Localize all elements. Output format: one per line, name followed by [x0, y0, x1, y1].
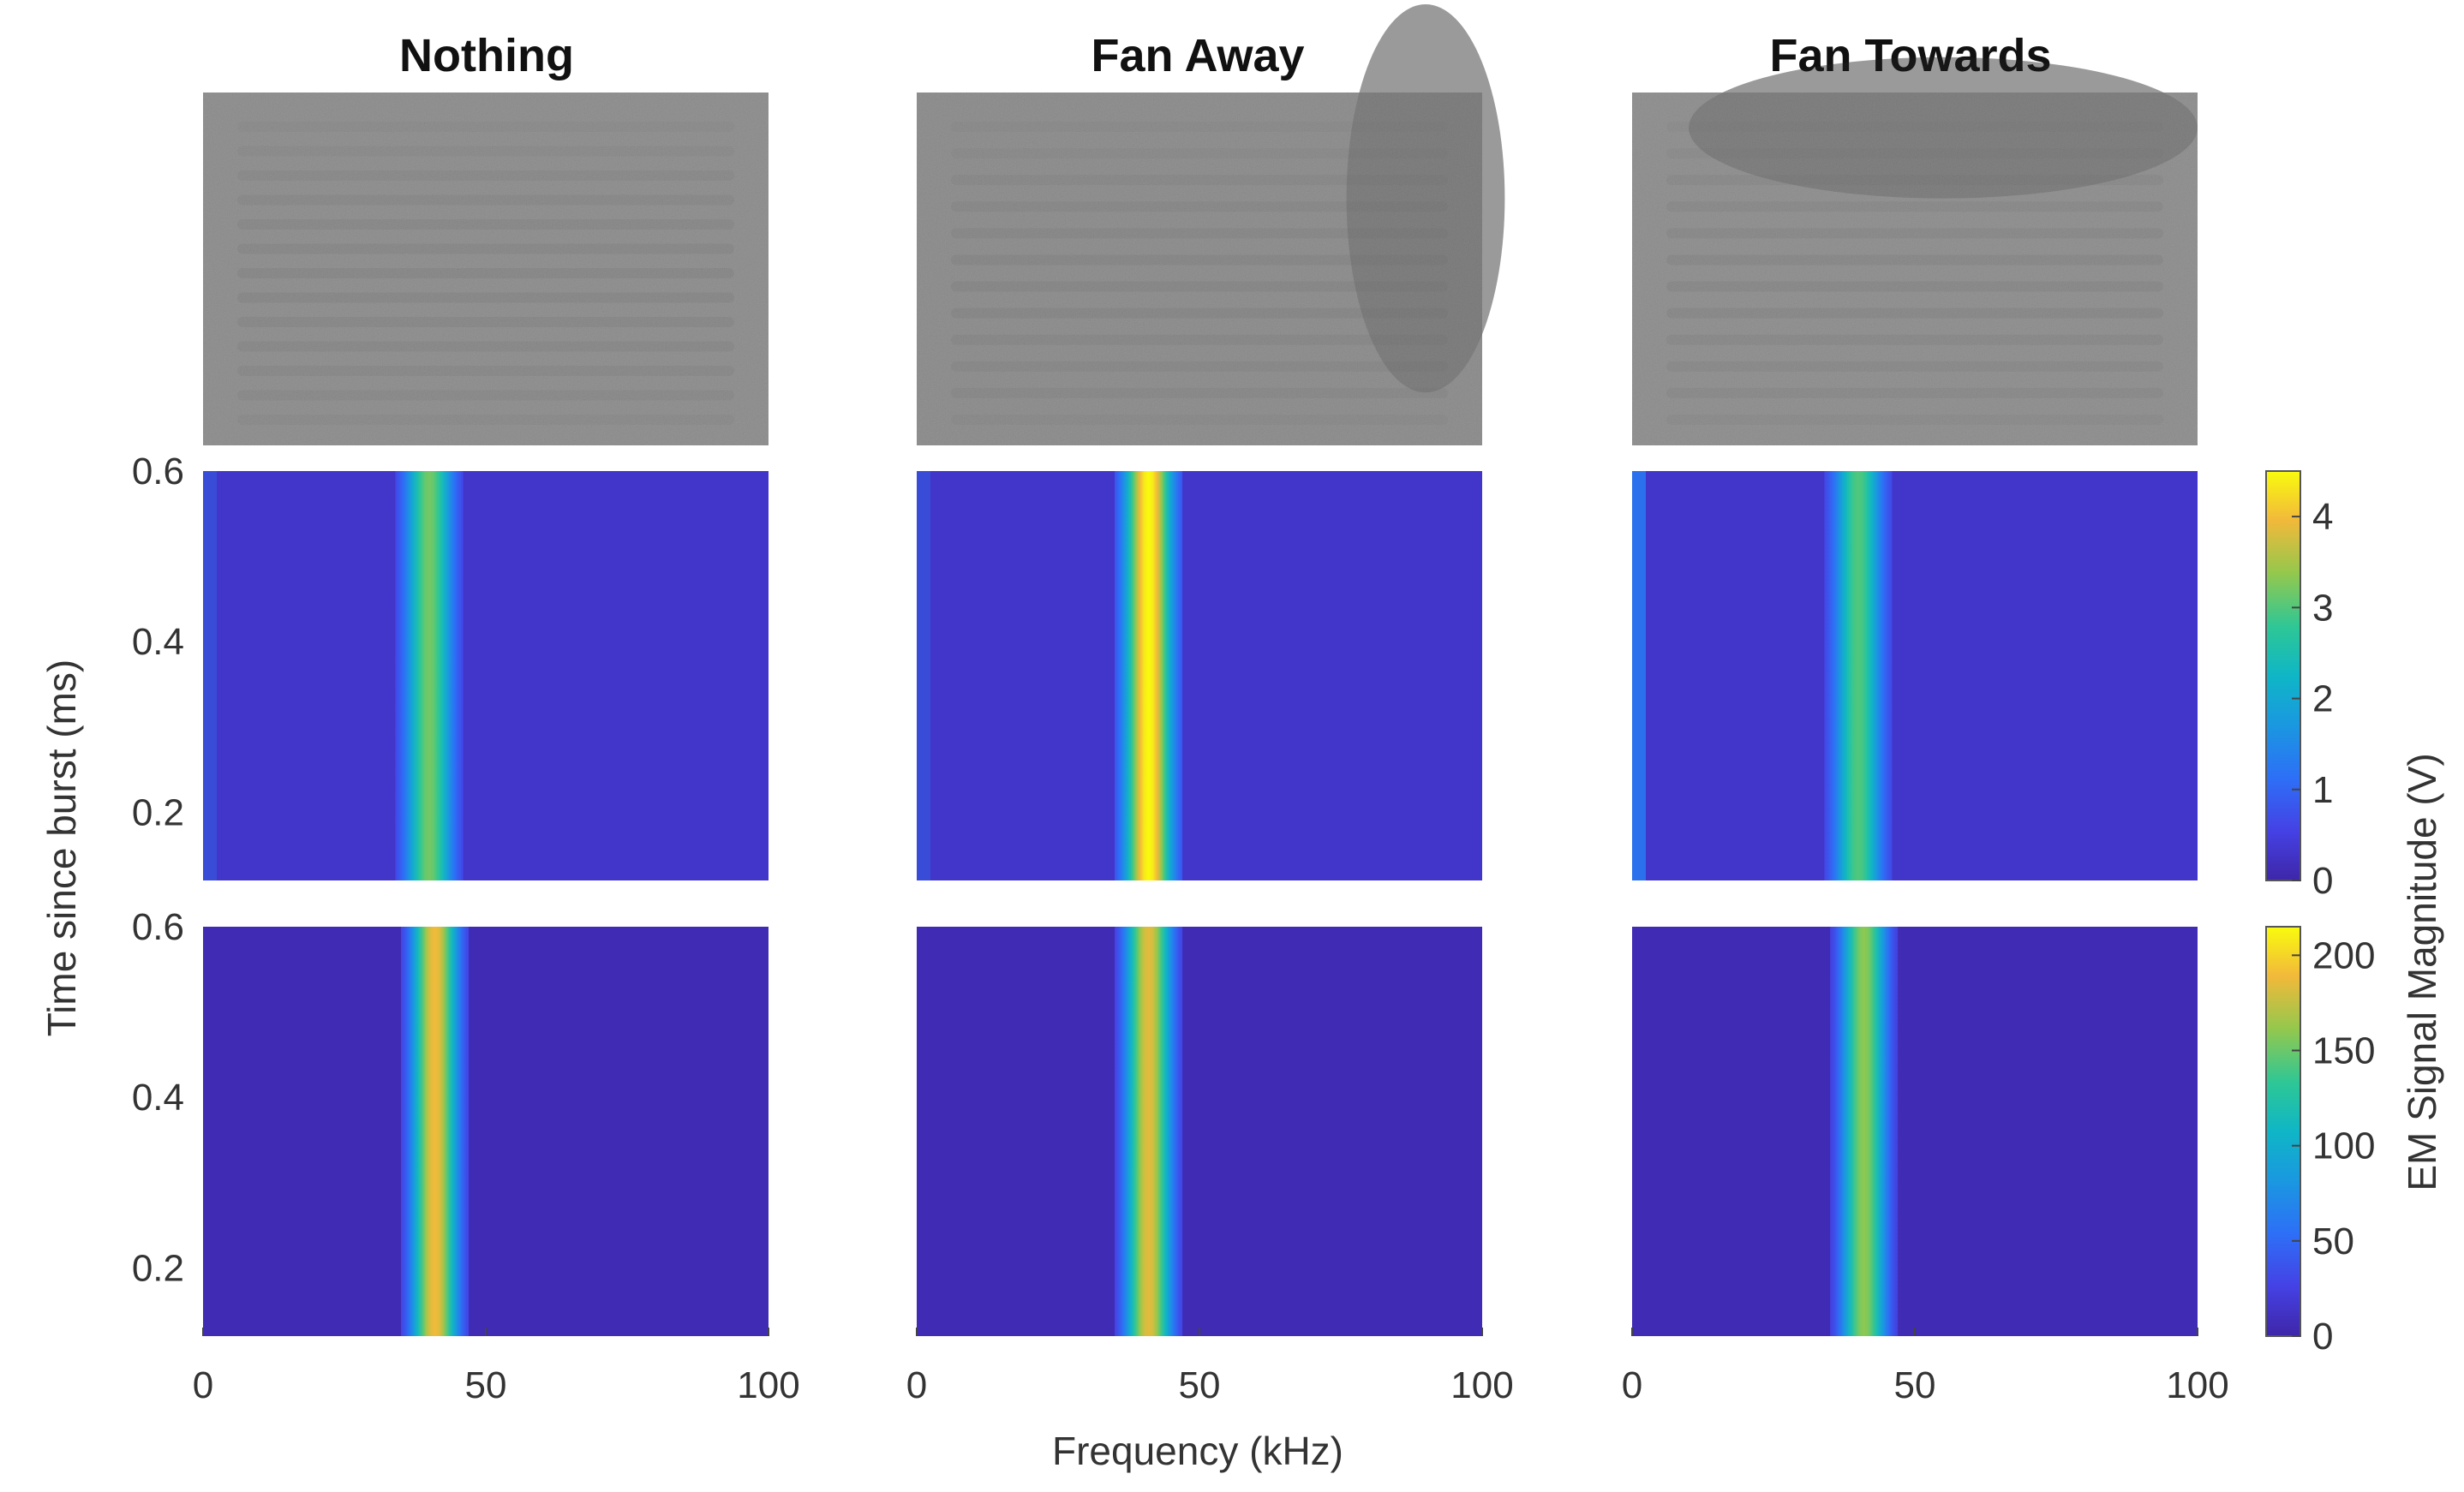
- frequency-band: [401, 927, 469, 1336]
- heatmap-panel: [917, 927, 1482, 1336]
- heatmap-background: [203, 471, 769, 880]
- edge-band: [1632, 471, 1646, 880]
- photo-panel: [917, 4, 1505, 445]
- x-tick-label: 0: [1622, 1364, 1642, 1406]
- x-tick-label: 100: [2166, 1364, 2228, 1406]
- y-tick-label: 0.6: [132, 906, 184, 948]
- y-tick-label: 0.4: [132, 621, 184, 663]
- heatmap-background: [917, 471, 1482, 880]
- colorbar-tick-label: 0: [2312, 860, 2333, 902]
- edge-band: [917, 471, 930, 880]
- y-tick-label: 0.6: [132, 451, 184, 492]
- x-tick-label: 0: [906, 1364, 927, 1406]
- colorbar-tick-label: 3: [2312, 587, 2333, 629]
- spectrogram-panels: [203, 471, 2198, 1336]
- heatmap-background: [1632, 471, 2198, 880]
- colorbar-gradient: [2265, 926, 2301, 1337]
- colorbar-tick-label: 50: [2312, 1220, 2354, 1262]
- x-tick-label: 50: [465, 1364, 507, 1406]
- x-tick-label: 100: [737, 1364, 799, 1406]
- frequency-band: [395, 471, 463, 880]
- heatmap-panel: [1632, 471, 2198, 880]
- heatmap-panel: [203, 471, 769, 880]
- colorbar-tick-label: 2: [2312, 678, 2333, 720]
- heatmap-background: [1632, 927, 2198, 1336]
- colorbar-gradient: [2265, 470, 2301, 881]
- heatmap-background: [203, 927, 769, 1336]
- y-tick-label: 0.2: [132, 791, 184, 833]
- x-tick-label: 50: [1179, 1364, 1221, 1406]
- photo-grain: [917, 93, 1482, 445]
- frequency-band: [1115, 471, 1183, 880]
- photo-grain: [1632, 93, 2198, 445]
- y-tick-label: 0.2: [132, 1247, 184, 1289]
- x-tick-label: 0: [193, 1364, 213, 1406]
- heatmap-panel: [917, 471, 1482, 880]
- x-tick-label: 50: [1894, 1364, 1936, 1406]
- colorbar-tick-label: 200: [2312, 934, 2375, 976]
- colorbar-tick-label: 100: [2312, 1125, 2375, 1167]
- edge-band: [203, 471, 217, 880]
- colorbar-tick-label: 1: [2312, 769, 2333, 811]
- heatmap-panel: [1632, 927, 2198, 1336]
- colorbar-label: EM Signal Magnitude (V): [2400, 753, 2444, 1191]
- heatmap-panel: [203, 927, 769, 1336]
- colorbar-tick-label: 0: [2312, 1316, 2333, 1358]
- axes-ticks: 0 50 100 0 50 100 0 50 100 0.2 0.4 0.6 0.2 0.4 0.6: [132, 451, 2229, 1406]
- x-axis-label: Frequency (kHz): [1052, 1429, 1343, 1473]
- panel-title: Nothing: [399, 30, 574, 81]
- panel-title: Fan Away: [1091, 30, 1304, 81]
- y-tick-label: 0.4: [132, 1077, 184, 1119]
- photo-grain: [203, 93, 769, 445]
- photo-panel: [203, 93, 769, 445]
- photo-panel: [1632, 57, 2198, 445]
- frequency-band: [1830, 927, 1899, 1336]
- colorbar: 0 50 100 150 200: [2265, 926, 2375, 1358]
- colorbar-tick-label: 150: [2312, 1030, 2375, 1072]
- colorbar: 0 1 2 3 4: [2265, 470, 2333, 902]
- panel-title: Fan Towards: [1769, 30, 2051, 81]
- frequency-band: [1115, 927, 1183, 1336]
- colorbars: 0 1 2 3 4 0 50 100 150 200: [2265, 470, 2375, 1358]
- heatmap-background: [917, 927, 1482, 1336]
- panel-titles: Nothing Fan Away Fan Towards: [399, 30, 2051, 81]
- x-tick-label: 100: [1450, 1364, 1513, 1406]
- y-axis-label: Time since burst (ms): [39, 659, 84, 1036]
- grayscale-image-row: [203, 4, 2198, 445]
- colorbar-tick-label: 4: [2312, 496, 2333, 538]
- frequency-band: [1824, 471, 1893, 880]
